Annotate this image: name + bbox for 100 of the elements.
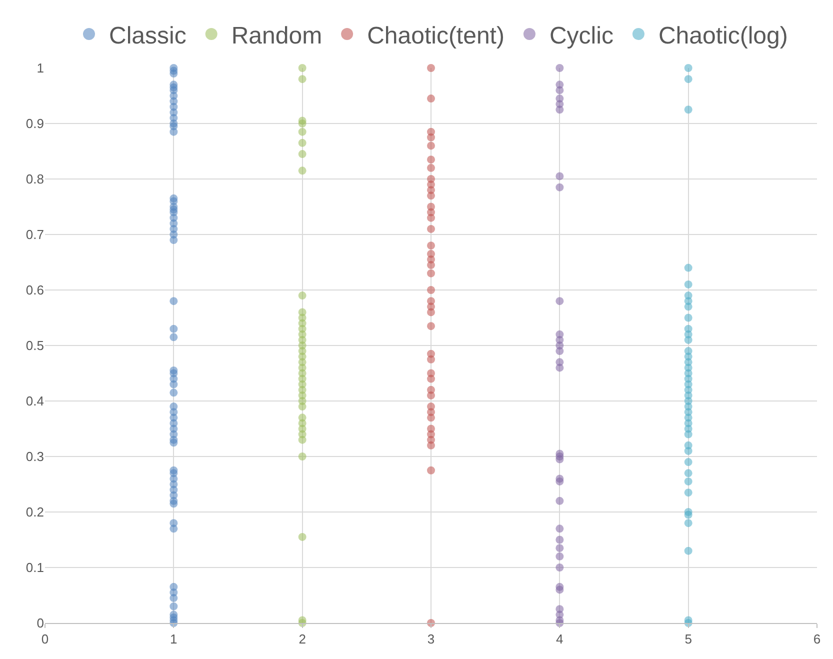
point bbox=[556, 364, 564, 372]
point bbox=[556, 64, 564, 72]
point bbox=[170, 297, 178, 306]
point bbox=[298, 138, 306, 147]
y-tick-label: 0.8 bbox=[26, 172, 44, 187]
point bbox=[427, 322, 435, 330]
point bbox=[427, 466, 435, 474]
point bbox=[427, 133, 435, 142]
point bbox=[684, 446, 692, 455]
point bbox=[170, 594, 178, 602]
point bbox=[427, 414, 435, 422]
point bbox=[684, 519, 692, 528]
y-tick-label: 0.6 bbox=[26, 282, 44, 298]
point bbox=[684, 264, 692, 272]
point bbox=[170, 602, 178, 610]
point bbox=[556, 524, 564, 533]
point bbox=[684, 64, 692, 72]
point bbox=[298, 128, 306, 136]
point bbox=[298, 402, 306, 411]
x-tick-label: 2 bbox=[298, 632, 306, 647]
legend-label: Chaotic(log) bbox=[658, 22, 788, 50]
point bbox=[556, 106, 564, 114]
point bbox=[556, 183, 564, 192]
point bbox=[298, 64, 306, 72]
x-tick-label: 6 bbox=[813, 632, 821, 647]
point bbox=[298, 150, 306, 158]
x-tick-label: 4 bbox=[556, 632, 564, 647]
point bbox=[684, 546, 692, 555]
y-tick-label: 0.4 bbox=[26, 394, 44, 409]
point bbox=[684, 302, 692, 311]
point bbox=[427, 94, 435, 103]
y-tick-label: 0.3 bbox=[26, 449, 44, 464]
point bbox=[170, 236, 178, 244]
point bbox=[427, 64, 435, 72]
point bbox=[556, 536, 564, 544]
point bbox=[427, 391, 435, 400]
point bbox=[556, 172, 564, 180]
point bbox=[170, 324, 178, 333]
point bbox=[298, 532, 306, 541]
point bbox=[684, 430, 692, 438]
point bbox=[556, 347, 564, 356]
x-tick-label: 5 bbox=[684, 632, 692, 647]
point bbox=[170, 388, 178, 397]
point bbox=[427, 374, 435, 383]
point bbox=[298, 120, 306, 128]
point bbox=[556, 586, 564, 594]
y-tick-label: 1 bbox=[36, 60, 44, 76]
y-tick-label: 0.2 bbox=[26, 504, 44, 520]
point bbox=[427, 261, 435, 270]
point bbox=[427, 142, 435, 150]
point bbox=[427, 286, 435, 294]
point bbox=[684, 75, 692, 84]
legend-label: Cyclic bbox=[549, 22, 614, 50]
point bbox=[556, 564, 564, 572]
point bbox=[170, 128, 178, 136]
point bbox=[298, 436, 306, 444]
point bbox=[684, 458, 692, 466]
point bbox=[298, 292, 306, 300]
point bbox=[298, 452, 306, 460]
point bbox=[684, 469, 692, 478]
x-tick-label: 1 bbox=[170, 632, 178, 647]
point bbox=[298, 75, 306, 84]
point bbox=[170, 524, 178, 533]
point bbox=[684, 488, 692, 497]
y-tick-label: 0.7 bbox=[26, 227, 44, 242]
point bbox=[427, 441, 435, 450]
point bbox=[298, 166, 306, 175]
point bbox=[684, 477, 692, 486]
point bbox=[427, 192, 435, 200]
point bbox=[556, 496, 564, 505]
point bbox=[556, 544, 564, 552]
point bbox=[427, 308, 435, 316]
y-tick-label: 0 bbox=[36, 616, 44, 631]
point bbox=[170, 500, 178, 508]
point bbox=[684, 336, 692, 344]
point bbox=[556, 455, 564, 464]
y-tick-label: 0.1 bbox=[26, 560, 44, 576]
legend-label: Classic bbox=[109, 22, 186, 50]
legend-label: Chaotic(tent) bbox=[367, 22, 504, 50]
point bbox=[170, 438, 178, 447]
point bbox=[556, 552, 564, 560]
point bbox=[427, 269, 435, 278]
point bbox=[556, 477, 564, 486]
point bbox=[684, 106, 692, 114]
point bbox=[427, 355, 435, 364]
point bbox=[684, 510, 692, 519]
y-tick-label: 0.9 bbox=[26, 116, 44, 132]
point bbox=[556, 297, 564, 306]
y-tick-label: 0.5 bbox=[26, 338, 44, 354]
point bbox=[427, 164, 435, 172]
point bbox=[684, 280, 692, 288]
point bbox=[427, 224, 435, 233]
point bbox=[427, 156, 435, 164]
legend-label: Random bbox=[231, 22, 322, 50]
point bbox=[170, 70, 178, 78]
point bbox=[170, 380, 178, 388]
point bbox=[684, 314, 692, 322]
point bbox=[170, 333, 178, 342]
x-tick-label: 3 bbox=[427, 632, 435, 647]
point bbox=[427, 214, 435, 222]
